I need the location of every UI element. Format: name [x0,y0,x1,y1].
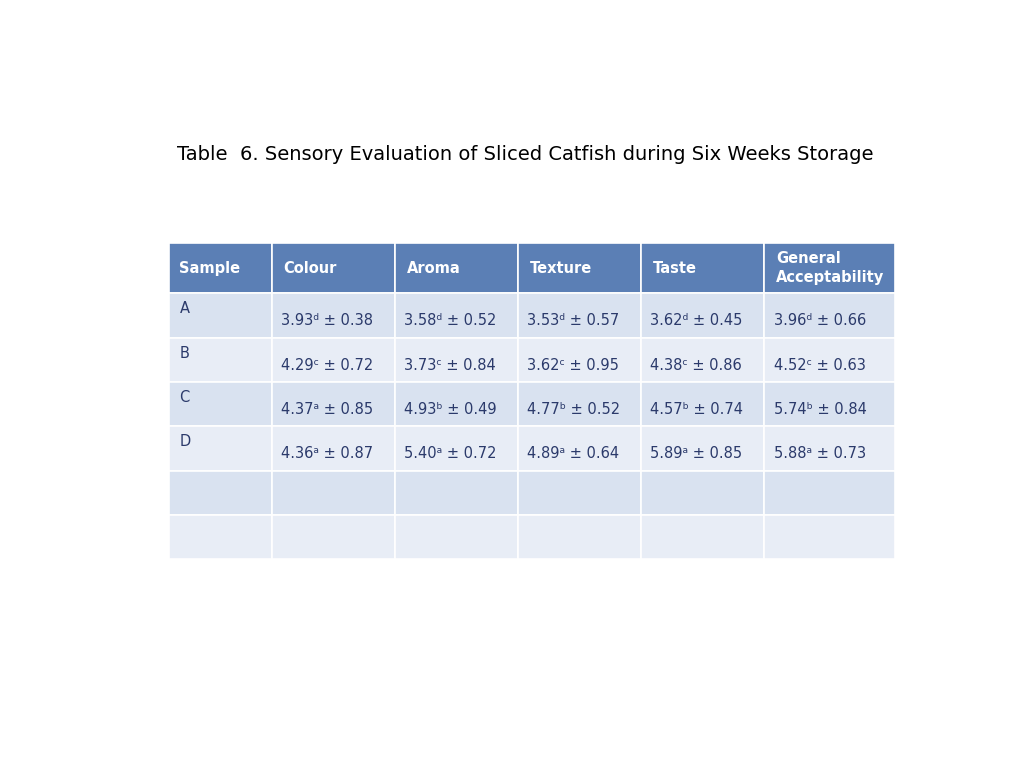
Text: 4.37ᵃ ± 0.85: 4.37ᵃ ± 0.85 [281,402,373,417]
Bar [169,515,272,559]
Bar [272,471,395,515]
Text: Aroma: Aroma [407,260,460,276]
Bar [518,426,641,471]
Text: 5.74ᵇ ± 0.84: 5.74ᵇ ± 0.84 [774,402,866,417]
Bar [518,243,641,293]
Text: 3.58ᵈ ± 0.52: 3.58ᵈ ± 0.52 [404,313,497,328]
Text: 3.62ᵈ ± 0.45: 3.62ᵈ ± 0.45 [650,313,742,328]
Bar [272,382,395,426]
Bar [518,515,641,559]
Bar [395,426,518,471]
Bar [641,471,765,515]
Bar [169,426,272,471]
Bar [272,293,395,338]
Bar [169,243,272,293]
Text: Colour: Colour [284,260,337,276]
Bar [395,382,518,426]
Bar [518,338,641,382]
Bar [765,382,895,426]
Bar [641,338,765,382]
Bar [395,471,518,515]
Bar [765,293,895,338]
Text: 3.96ᵈ ± 0.66: 3.96ᵈ ± 0.66 [774,313,866,328]
Text: 3.93ᵈ ± 0.38: 3.93ᵈ ± 0.38 [281,313,373,328]
Text: 3.53ᵈ ± 0.57: 3.53ᵈ ± 0.57 [527,313,620,328]
Text: Table  6. Sensory Evaluation of Sliced Catfish during Six Weeks Storage: Table 6. Sensory Evaluation of Sliced Ca… [176,144,873,164]
Bar [641,382,765,426]
Bar [272,515,395,559]
Bar [518,471,641,515]
Bar [765,243,895,293]
Bar [395,338,518,382]
Bar [641,243,765,293]
Text: Sample: Sample [178,260,240,276]
Bar [169,293,272,338]
Bar [272,426,395,471]
Text: C: C [179,390,189,405]
Text: 4.77ᵇ ± 0.52: 4.77ᵇ ± 0.52 [527,402,621,417]
Bar [641,515,765,559]
Text: 4.36ᵃ ± 0.87: 4.36ᵃ ± 0.87 [281,446,373,462]
Text: Texture: Texture [529,260,592,276]
Text: 5.40ᵃ ± 0.72: 5.40ᵃ ± 0.72 [404,446,497,462]
Text: 5.88ᵃ ± 0.73: 5.88ᵃ ± 0.73 [774,446,865,462]
Bar [272,338,395,382]
Bar [518,382,641,426]
Bar [169,471,272,515]
Text: Taste: Taste [652,260,696,276]
Bar [765,426,895,471]
Text: 3.73ᶜ ± 0.84: 3.73ᶜ ± 0.84 [404,358,496,372]
Bar [395,515,518,559]
Text: 3.62ᶜ ± 0.95: 3.62ᶜ ± 0.95 [527,358,618,372]
Bar [641,426,765,471]
Bar [765,471,895,515]
Bar [272,243,395,293]
Bar [395,243,518,293]
Text: 4.89ᵃ ± 0.64: 4.89ᵃ ± 0.64 [527,446,620,462]
Bar [169,338,272,382]
Text: B: B [179,346,189,360]
Text: General
Acceptability: General Acceptability [776,251,885,285]
Text: A: A [179,301,189,316]
Bar [169,382,272,426]
Text: 4.52ᶜ ± 0.63: 4.52ᶜ ± 0.63 [774,358,865,372]
Bar [641,293,765,338]
Bar [765,515,895,559]
Text: 4.57ᵇ ± 0.74: 4.57ᵇ ± 0.74 [650,402,743,417]
Bar [395,293,518,338]
Text: 4.93ᵇ ± 0.49: 4.93ᵇ ± 0.49 [404,402,497,417]
Text: 4.38ᶜ ± 0.86: 4.38ᶜ ± 0.86 [650,358,741,372]
Text: D: D [179,434,190,449]
Bar [518,293,641,338]
Text: 5.89ᵃ ± 0.85: 5.89ᵃ ± 0.85 [650,446,742,462]
Text: 4.29ᶜ ± 0.72: 4.29ᶜ ± 0.72 [281,358,374,372]
Bar [765,338,895,382]
